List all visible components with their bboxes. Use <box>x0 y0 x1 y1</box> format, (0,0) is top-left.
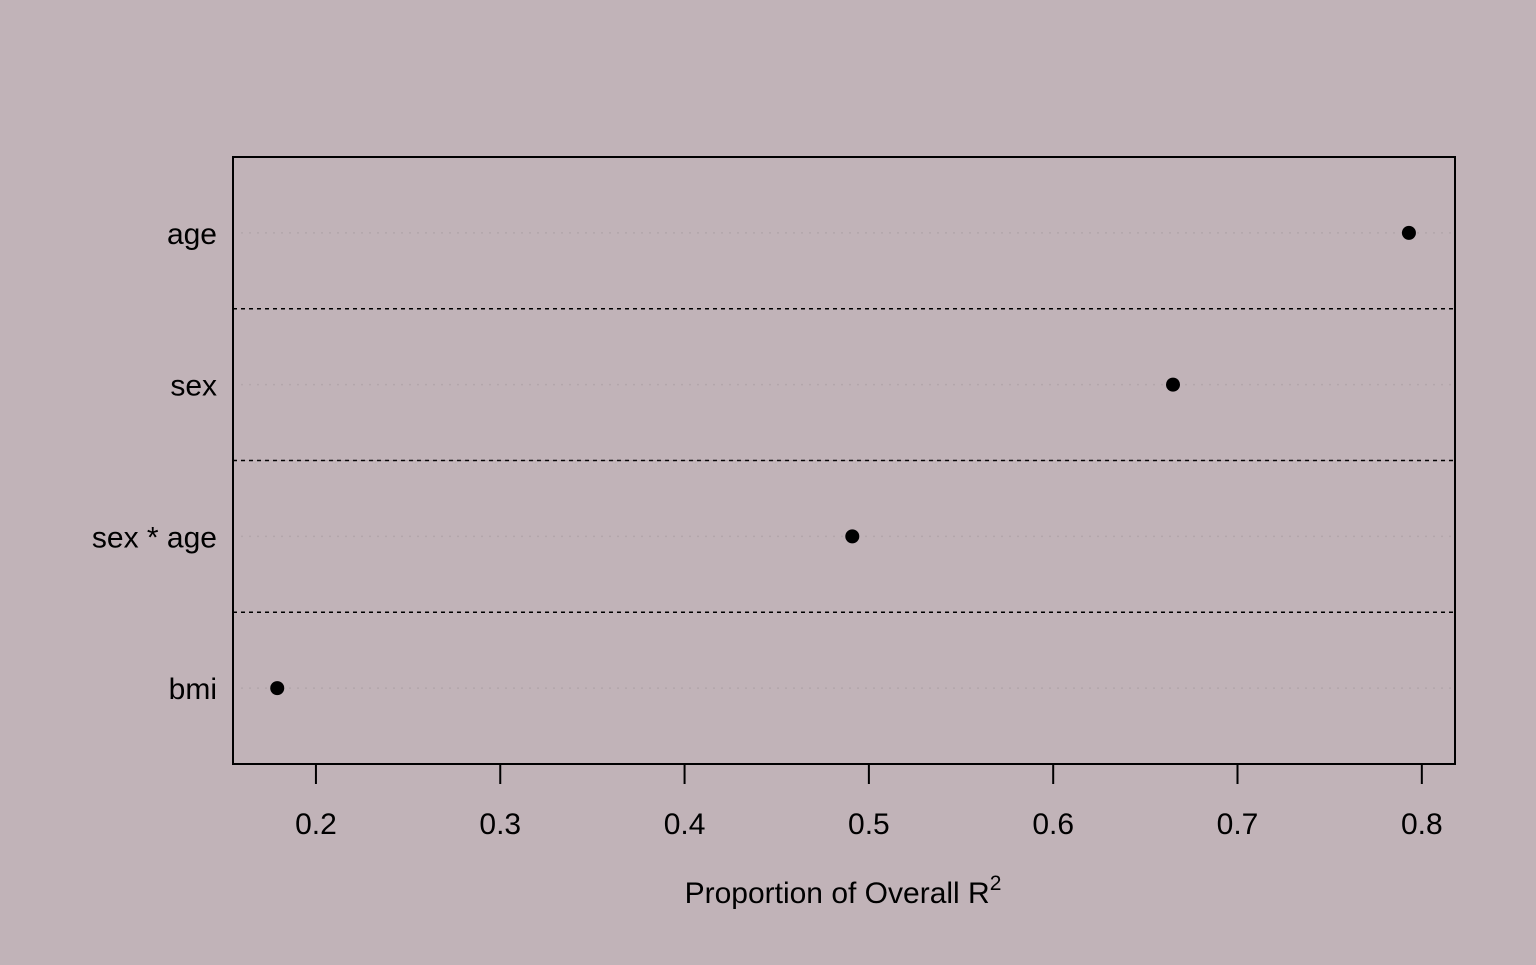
x-axis: 0.2 0.3 0.4 0.5 0.6 0.7 0.8 <box>295 764 1443 841</box>
x-tick-label: 0.6 <box>1032 808 1074 841</box>
category-label: sex * age <box>92 521 217 554</box>
x-axis-title-superscript: 2 <box>990 872 1002 895</box>
x-axis-title: Proportion of Overall R2 <box>685 872 1002 910</box>
category-label: sex <box>170 370 217 403</box>
x-tick-label: 0.8 <box>1401 808 1443 841</box>
data-point <box>270 681 285 696</box>
data-point <box>1166 377 1180 392</box>
x-tick-label: 0.2 <box>295 808 337 841</box>
x-axis-title-text: Proportion of Overall R <box>685 877 990 910</box>
category-labels: age sex sex * age bmi <box>92 218 217 706</box>
x-tick-label: 0.3 <box>479 808 521 841</box>
x-tick-label: 0.4 <box>664 808 706 841</box>
category-label: age <box>167 218 217 251</box>
x-tick-label: 0.7 <box>1217 808 1259 841</box>
data-points <box>270 225 1416 696</box>
plot-frame <box>232 156 1456 765</box>
data-point <box>1401 225 1416 240</box>
group-separators <box>233 307 1455 614</box>
x-tick-label: 0.5 <box>848 808 890 841</box>
row-guides <box>241 232 1455 689</box>
data-point <box>845 529 860 544</box>
category-label: bmi <box>169 673 217 706</box>
